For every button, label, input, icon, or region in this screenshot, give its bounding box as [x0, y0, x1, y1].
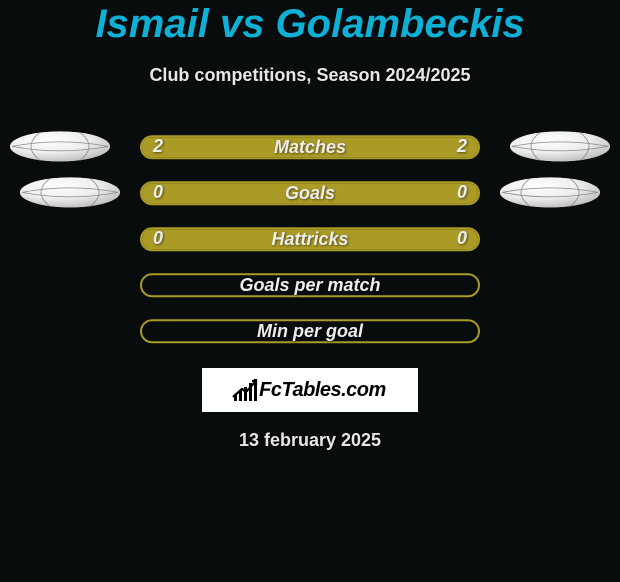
logo-text: FcTables.com: [259, 379, 386, 402]
stat-bar: 0 0 Goals: [140, 181, 480, 205]
stat-label: Hattricks: [271, 229, 348, 250]
stat-right-value: 0: [457, 228, 467, 249]
stat-right-value: 2: [457, 136, 467, 157]
stat-row: Min per goal: [0, 314, 620, 360]
stat-row: Goals per match: [0, 268, 620, 314]
comparison-card: Ismail vs Golambeckis Club competitions,…: [0, 2, 620, 451]
page-subtitle: Club competitions, Season 2024/2025: [0, 65, 620, 86]
stat-bar: Goals per match: [140, 273, 480, 297]
stat-left-value: 2: [153, 136, 163, 157]
stat-row: 0 0 Goals: [0, 176, 620, 222]
ball-icon-right: [500, 177, 600, 207]
fctables-logo[interactable]: FcTables.com: [202, 368, 418, 412]
stat-label: Min per goal: [257, 321, 363, 342]
stat-label: Goals per match: [239, 275, 380, 296]
ball-icon-left: [10, 131, 110, 161]
date-text: 13 february 2025: [0, 430, 620, 451]
logo-bars-icon: [234, 379, 257, 401]
stat-row: 2 2 Matches: [0, 130, 620, 176]
stat-left-value: 0: [153, 182, 163, 203]
stat-bar: Min per goal: [140, 319, 480, 343]
stat-label: Goals: [285, 183, 335, 204]
stat-row: 0 0 Hattricks: [0, 222, 620, 268]
stat-label: Matches: [274, 137, 346, 158]
page-title: Ismail vs Golambeckis: [0, 2, 620, 47]
stat-right-value: 0: [457, 182, 467, 203]
stat-bar: 0 0 Hattricks: [140, 227, 480, 251]
stat-bar: 2 2 Matches: [140, 135, 480, 159]
ball-icon-right: [510, 131, 610, 161]
stat-rows: 2 2 Matches 0 0 Goals 0 0 Hattricks Goals per mat…: [0, 130, 620, 360]
ball-icon-left: [20, 177, 120, 207]
stat-left-value: 0: [153, 228, 163, 249]
